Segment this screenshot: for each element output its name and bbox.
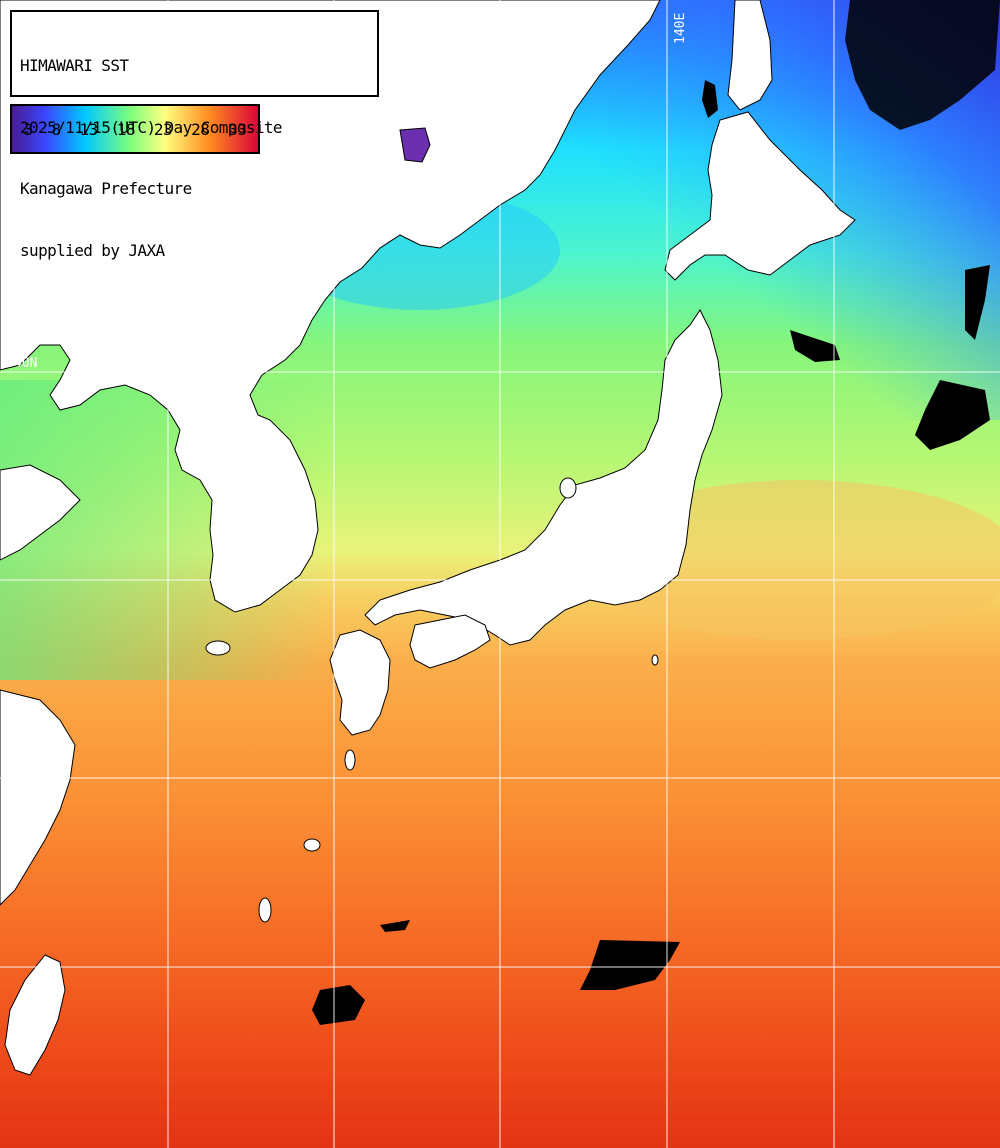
title-line-3: Kanagawa Prefecture (20, 179, 192, 198)
china-coast-south (0, 689, 76, 906)
cloud-masks (312, 0, 1000, 1025)
jeju-island (205, 640, 231, 656)
hokkaido (664, 111, 856, 281)
cloud-south-1 (580, 940, 680, 990)
sado-island (559, 477, 577, 499)
legend-tick: 33 (228, 119, 247, 139)
title-line-4: supplied by JAXA (20, 240, 165, 260)
lat-label-40n: 40N (14, 356, 37, 371)
cloud-sanriku (790, 330, 840, 362)
lon-label-140e: 140E (673, 13, 688, 44)
ulleung-dot (399, 127, 431, 163)
legend-tick: 8 (51, 119, 62, 139)
okinawa (258, 897, 272, 923)
cloud-east (965, 265, 990, 340)
cloud-south-2 (312, 985, 365, 1025)
cloud-north-hok (702, 80, 718, 118)
temperature-legend: 3 8 13 18 23 28 33 (10, 104, 260, 154)
sakhalin (727, 0, 773, 111)
izu-island (651, 654, 659, 666)
amami (303, 838, 321, 852)
title-box: HIMAWARI SST 2025/11/15(UTC) Day Composi… (10, 10, 379, 260)
honshu (364, 309, 723, 646)
legend-tick: 23 (153, 119, 173, 139)
legend-tick: 18 (116, 119, 136, 139)
cloud-kuril (915, 380, 990, 450)
title-line-2: 2025/11/15(UTC) Day Composite (20, 117, 283, 137)
shikoku (409, 614, 491, 669)
legend-tick: 28 (191, 119, 210, 139)
taiwan (4, 954, 66, 1076)
tanegashima (344, 749, 356, 771)
title-line-1: HIMAWARI SST (20, 56, 129, 75)
china-coast (0, 464, 81, 561)
legend-tick: 3 (23, 119, 33, 139)
legend-tick: 13 (79, 119, 99, 139)
kyushu (329, 629, 391, 736)
cloud-okhotsk (845, 0, 1000, 130)
legend-gradient-bar (10, 104, 260, 154)
cloud-south-3 (380, 920, 410, 932)
